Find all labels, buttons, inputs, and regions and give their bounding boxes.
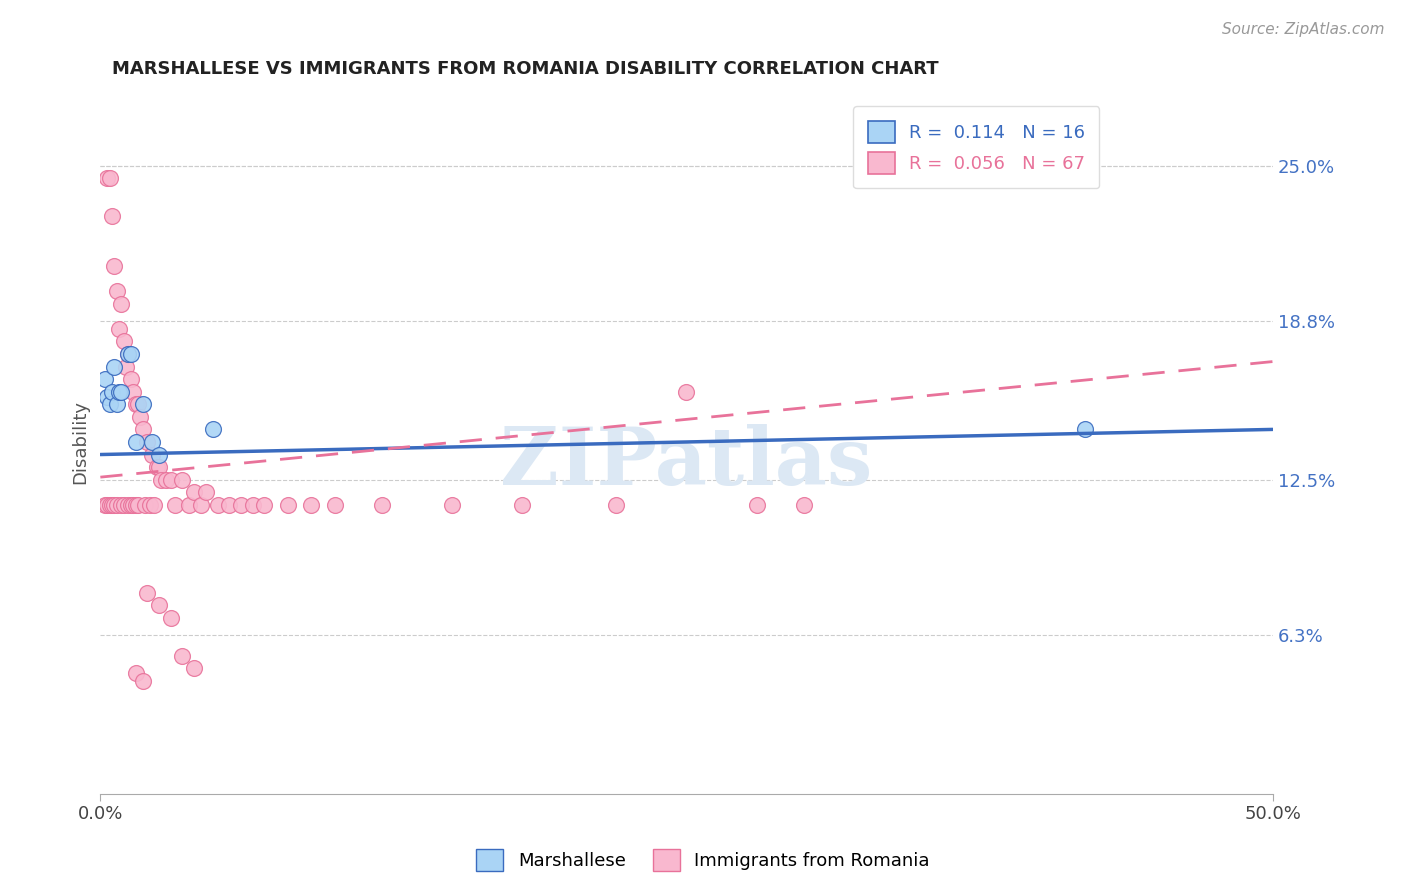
Point — [148, 460, 170, 475]
Point — [370, 498, 392, 512]
Point — [98, 171, 121, 186]
Point — [120, 498, 142, 512]
Point — [131, 397, 153, 411]
Point — [122, 384, 145, 399]
Point — [131, 422, 153, 436]
Point — [127, 397, 149, 411]
Point — [150, 473, 173, 487]
Point — [1074, 422, 1097, 436]
Point — [148, 599, 170, 613]
Point — [124, 434, 146, 449]
Point — [172, 648, 194, 663]
Point — [190, 498, 212, 512]
Point — [141, 434, 163, 449]
Point — [110, 498, 132, 512]
Point — [105, 397, 128, 411]
Text: MARSHALLESE VS IMMIGRANTS FROM ROMANIA DISABILITY CORRELATION CHART: MARSHALLESE VS IMMIGRANTS FROM ROMANIA D… — [112, 60, 939, 78]
Point — [117, 347, 139, 361]
Point — [155, 473, 177, 487]
Point — [110, 384, 132, 399]
Legend: R =  0.114   N = 16, R =  0.056   N = 67: R = 0.114 N = 16, R = 0.056 N = 67 — [853, 106, 1099, 188]
Point — [94, 372, 117, 386]
Point — [183, 485, 205, 500]
Point — [194, 485, 217, 500]
Point — [143, 498, 166, 512]
Point — [101, 498, 124, 512]
Point — [98, 397, 121, 411]
Point — [122, 498, 145, 512]
Point — [512, 498, 534, 512]
Point — [138, 498, 160, 512]
Point — [323, 498, 346, 512]
Point — [179, 498, 201, 512]
Point — [441, 498, 464, 512]
Point — [745, 498, 768, 512]
Point — [112, 498, 135, 512]
Point — [120, 347, 142, 361]
Point — [108, 322, 131, 336]
Point — [159, 473, 181, 487]
Point — [124, 666, 146, 681]
Point — [108, 384, 131, 399]
Point — [124, 397, 146, 411]
Point — [605, 498, 627, 512]
Point — [94, 498, 117, 512]
Point — [117, 498, 139, 512]
Point — [112, 334, 135, 349]
Point — [299, 498, 322, 512]
Point — [127, 498, 149, 512]
Text: Source: ZipAtlas.com: Source: ZipAtlas.com — [1222, 22, 1385, 37]
Point — [183, 661, 205, 675]
Legend: Marshallese, Immigrants from Romania: Marshallese, Immigrants from Romania — [470, 842, 936, 879]
Point — [793, 498, 815, 512]
Point — [159, 611, 181, 625]
Point — [201, 422, 224, 436]
Point — [131, 673, 153, 688]
Point — [253, 498, 276, 512]
Point — [103, 498, 125, 512]
Point — [165, 498, 187, 512]
Text: ZIPatlas: ZIPatlas — [501, 424, 873, 502]
Point — [145, 460, 167, 475]
Point — [101, 384, 124, 399]
Point — [117, 347, 139, 361]
Y-axis label: Disability: Disability — [72, 400, 89, 484]
Point — [103, 359, 125, 374]
Point — [136, 434, 159, 449]
Point — [218, 498, 240, 512]
Point — [134, 498, 156, 512]
Point — [103, 259, 125, 273]
Point — [207, 498, 229, 512]
Point — [675, 384, 697, 399]
Point — [105, 285, 128, 299]
Point — [96, 171, 118, 186]
Point — [129, 409, 152, 424]
Point — [110, 297, 132, 311]
Point — [120, 372, 142, 386]
Point — [229, 498, 252, 512]
Point — [96, 390, 118, 404]
Point — [105, 498, 128, 512]
Point — [277, 498, 299, 512]
Point — [98, 498, 121, 512]
Point — [172, 473, 194, 487]
Point — [101, 209, 124, 223]
Point — [242, 498, 264, 512]
Point — [148, 448, 170, 462]
Point — [124, 498, 146, 512]
Point — [136, 585, 159, 599]
Point — [115, 359, 138, 374]
Point — [141, 448, 163, 462]
Point — [96, 498, 118, 512]
